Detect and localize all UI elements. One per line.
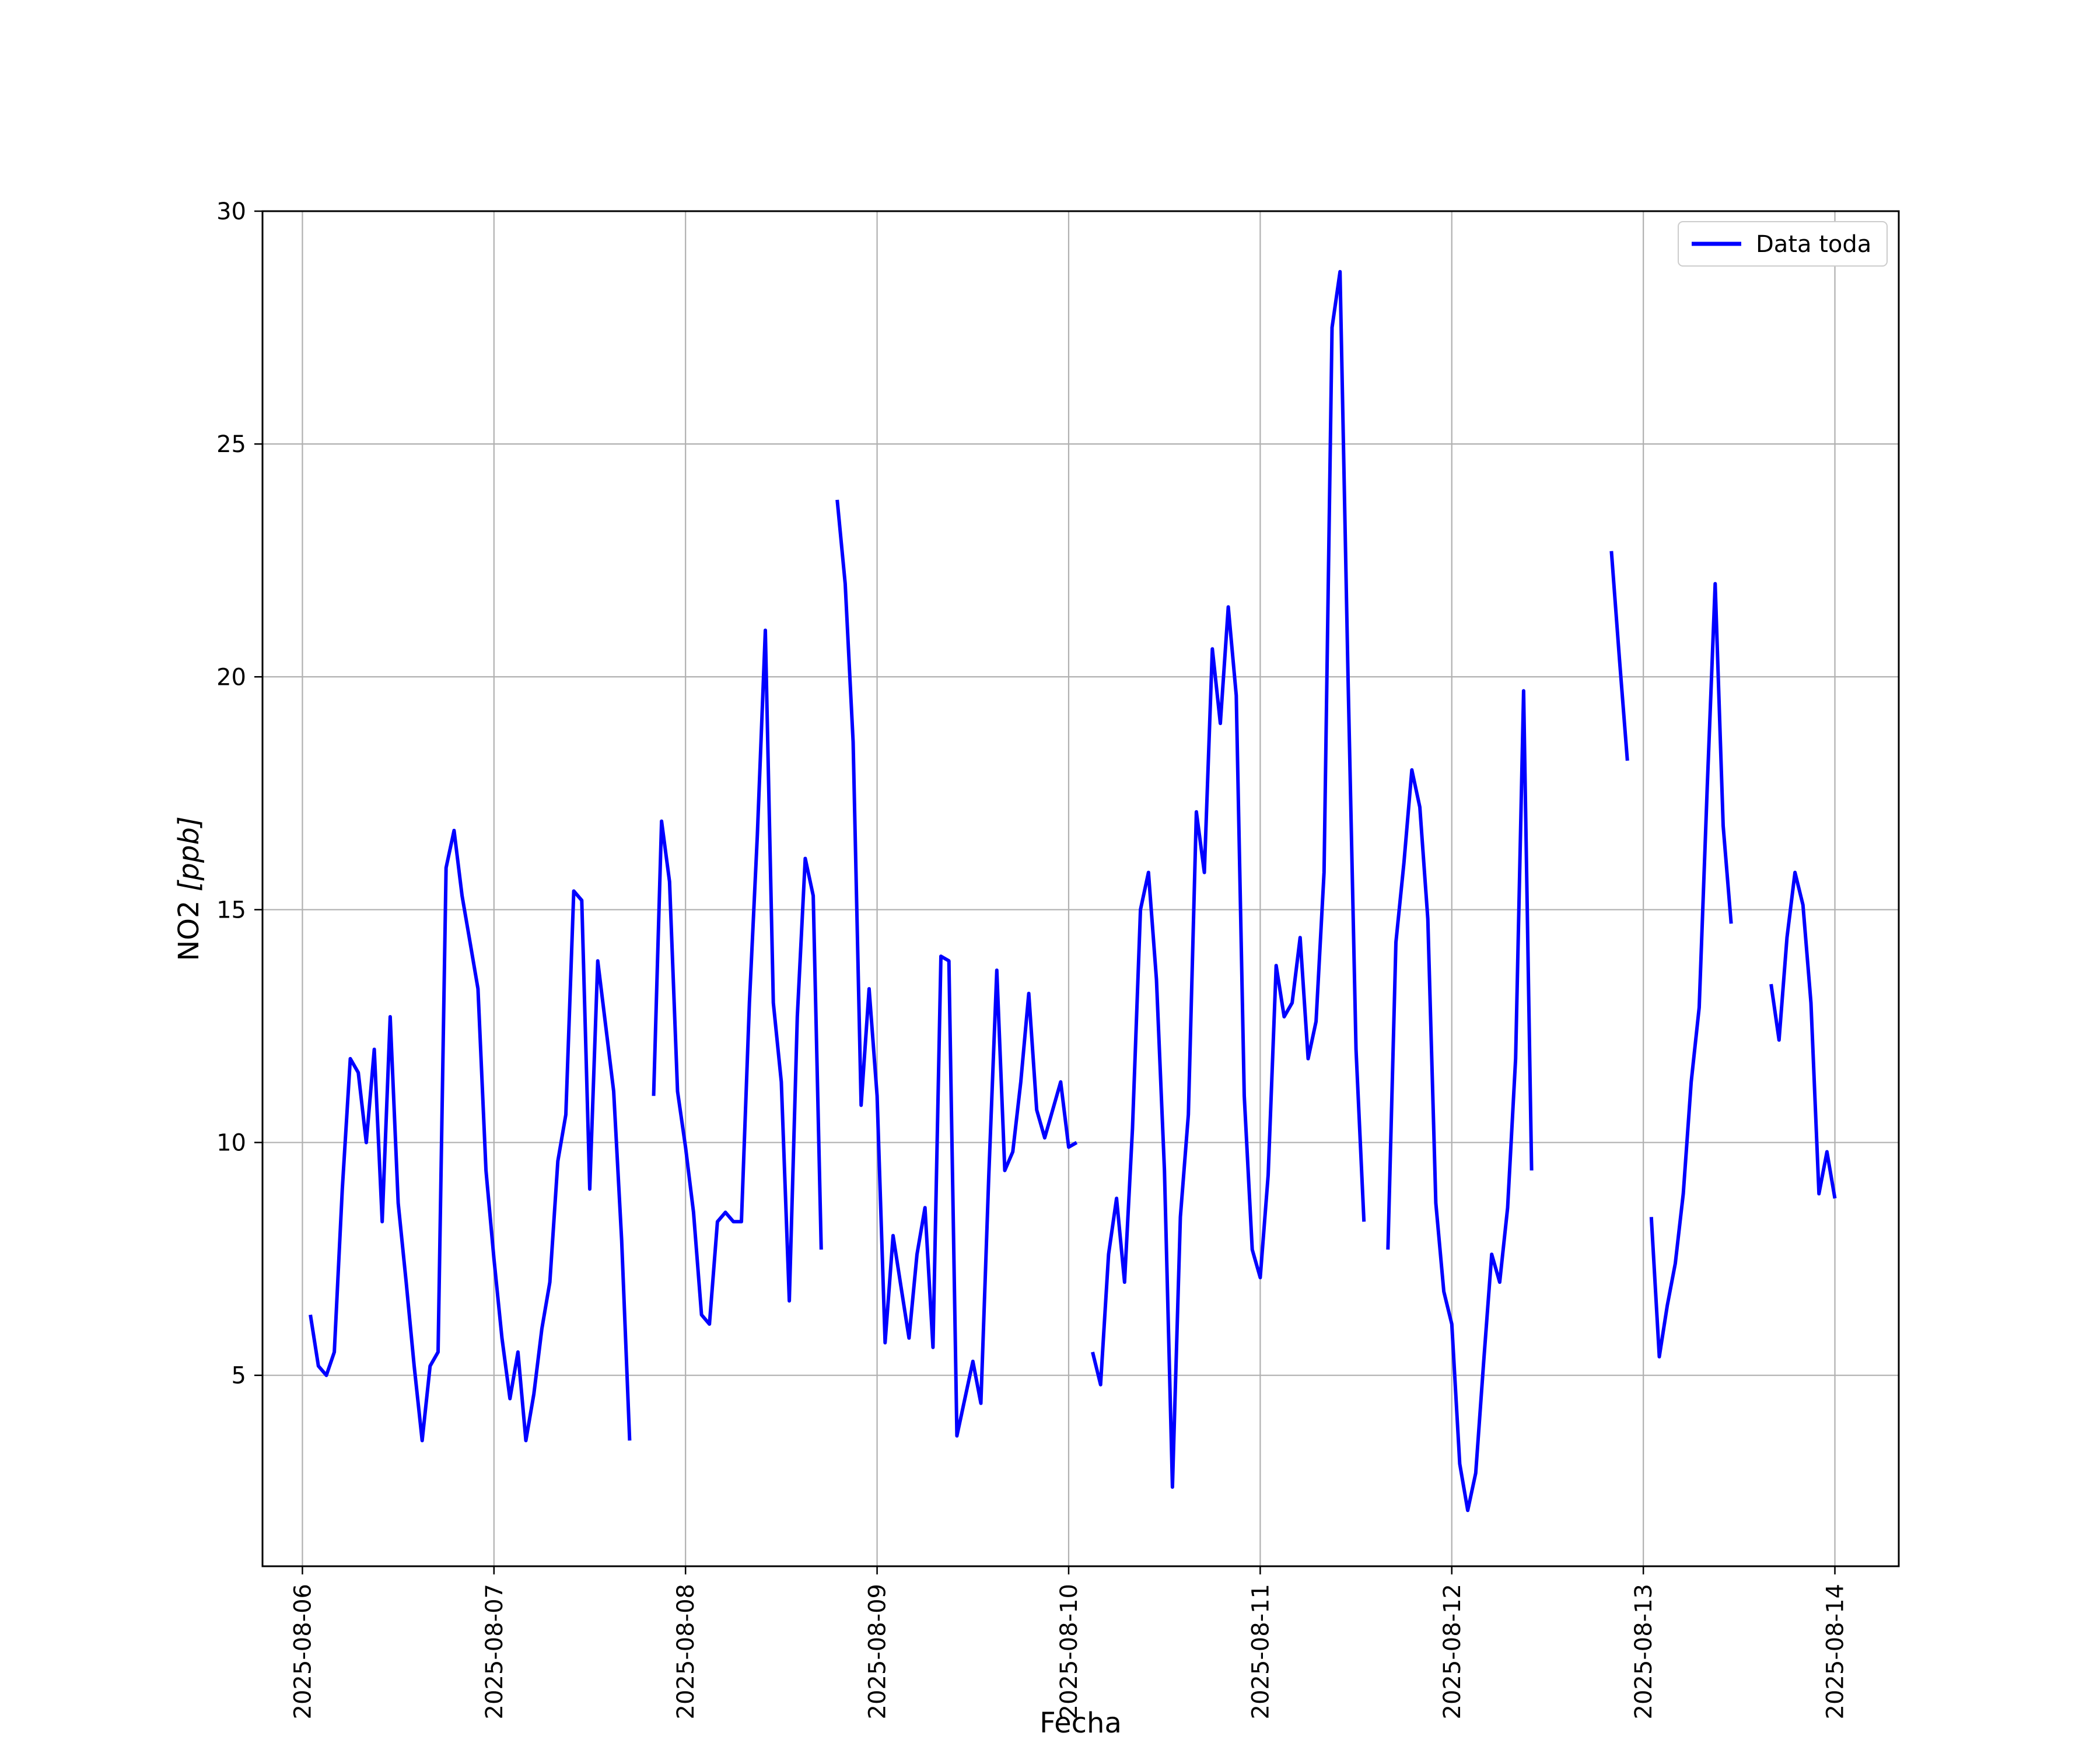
series-0-segment-2 (835, 499, 1078, 1438)
x-tick-label-0: 2025-08-06 (289, 1584, 316, 1719)
series-0-segment-6 (1649, 582, 1733, 1359)
series-0-segment-4 (1386, 689, 1534, 1513)
y-tick-label-0: 5 (232, 1363, 246, 1390)
x-tick-label-4: 2025-08-10 (1056, 1584, 1083, 1719)
y-tick-label-5: 30 (216, 198, 246, 225)
x-tick-label-3: 2025-08-09 (864, 1584, 891, 1719)
x-tick-label-6: 2025-08-12 (1439, 1584, 1466, 1719)
series-lines (309, 270, 1837, 1513)
series-0-segment-5 (1609, 551, 1629, 761)
legend-box (1678, 221, 1888, 267)
series-0-segment-7 (1769, 870, 1837, 1199)
y-tick-label-2: 15 (216, 897, 246, 923)
series-0-segment-1 (652, 628, 823, 1326)
y-tick-label-3: 20 (216, 664, 246, 691)
series-0-segment-3 (1091, 270, 1366, 1489)
x-tick-label-7: 2025-08-13 (1630, 1584, 1657, 1719)
y-axis-ticks: 5 10 15 20 25 30 (216, 198, 262, 1390)
x-tick-label-5: 2025-08-11 (1247, 1584, 1274, 1719)
y-axis-label: NO2 [ppb] (173, 816, 205, 961)
legend-label-data-toda: Data toda (1756, 231, 1871, 258)
x-tick-label-8: 2025-08-14 (1822, 1584, 1849, 1719)
y-tick-label-4: 25 (216, 431, 246, 458)
legend: Data toda (1678, 221, 1888, 267)
series-0-segment-0 (309, 828, 632, 1443)
x-axis-label: Fecha (1040, 1707, 1122, 1740)
x-tick-label-1: 2025-08-07 (481, 1584, 508, 1719)
y-tick-label-1: 10 (216, 1130, 246, 1157)
x-tick-label-2: 2025-08-08 (673, 1584, 699, 1719)
y-axis-label-unit: [ppb] (173, 816, 205, 891)
y-axis-label-main: NO2 (173, 891, 205, 961)
x-axis-ticks: 2025-08-06 2025-08-07 2025-08-08 2025-08-09… (289, 1566, 1849, 1719)
plot-frame (261, 210, 1900, 1567)
